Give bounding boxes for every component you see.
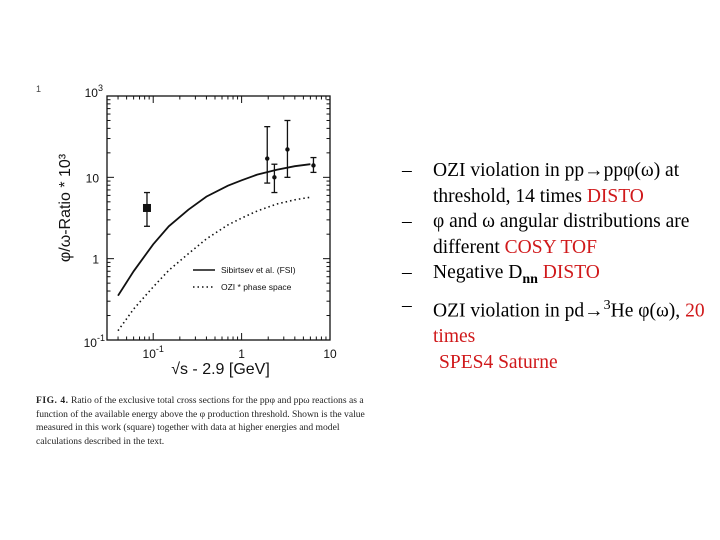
bullet-source-text: DISTO — [581, 185, 644, 207]
y-tick-label: 103 — [85, 83, 103, 100]
data-point — [311, 163, 316, 168]
phi-omega-ratio-chart: 1 10-1 1 10 103 10-1 1 10 φ/ω-Ratio * 10³ √s - 2.… — [36, 83, 337, 378]
data-point — [265, 156, 270, 161]
y-tick-label: 10 — [86, 171, 100, 185]
legend-label: Sibirtsev et al. (FSI) — [221, 265, 296, 275]
caption-label: FIG. 4. — [36, 395, 69, 406]
data-point — [285, 147, 290, 152]
figure-panel: 1 10-1 1 10 103 10-1 1 10 φ/ω-Ratio * 10³ √s - 2.… — [36, 83, 366, 449]
data-point-square — [142, 203, 151, 212]
bullet-dash: – — [402, 294, 412, 316]
bullet-dash: – — [402, 160, 412, 181]
bullet-source-text: 20 times — [433, 300, 705, 347]
series-line-1 — [117, 196, 311, 332]
plot-frame — [106, 95, 331, 341]
bullet-text: φ and ω angular distributions are differ… — [433, 211, 690, 258]
bullet-text: He φ(ω), — [610, 300, 681, 322]
caption-text: Ratio of the exclusive total cross secti… — [36, 395, 365, 448]
bullet-text: 3 — [603, 297, 611, 313]
bullet-item: – φ and ω angular distributions are diffe… — [402, 209, 712, 260]
x-tick-label: 10-1 — [143, 344, 164, 361]
data-point — [272, 175, 277, 180]
bullet-item: – OZI violation in pp→ppφ(ω) at threshold… — [402, 158, 712, 209]
series-line-0 — [117, 163, 311, 297]
bullet-item: – Negative Dnn DISTO — [402, 260, 712, 292]
x-tick-label: 10 — [323, 347, 337, 361]
bullet-source-text: DISTO — [537, 262, 600, 284]
bullet-dash: – — [402, 262, 412, 284]
legend-label: OZI * phase space — [221, 282, 292, 292]
bullet-source-text: COSY TOF — [499, 236, 597, 258]
bullet-text: Negative D — [433, 262, 523, 284]
corner-mark: 1 — [36, 84, 41, 94]
y-tick-label: 10-1 — [84, 333, 105, 350]
bullet-text: nn — [522, 272, 538, 288]
bullet-text: OZI violation in pd→ — [433, 300, 604, 322]
bullet-text: OZI violation in pp→ppφ(ω) at threshold,… — [433, 160, 680, 207]
figure-caption: FIG. 4. Ratio of the exclusive total cro… — [36, 394, 366, 449]
y-tick-label: 1 — [92, 253, 99, 267]
source-note: SPES4 Saturne — [439, 351, 558, 373]
x-tick-label: 1 — [238, 347, 245, 361]
x-axis-label: √s - 2.9 [GeV] — [171, 361, 270, 378]
bullet-dash: – — [402, 211, 412, 233]
y-axis-label: φ/ω-Ratio * 10³ — [57, 153, 74, 262]
bullet-item: – OZI violation in pd→3He φ(ω), 20 times — [402, 293, 712, 350]
bullet-list: – OZI violation in pp→ppφ(ω) at threshold… — [402, 158, 712, 375]
